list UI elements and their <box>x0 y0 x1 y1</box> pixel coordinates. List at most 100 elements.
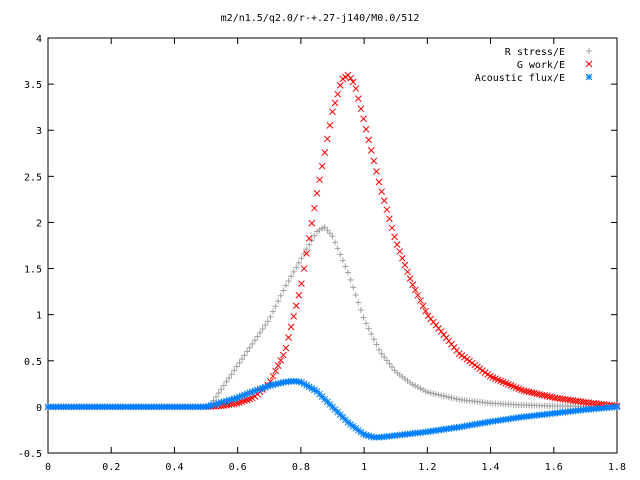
data-point <box>414 291 422 299</box>
data-point <box>269 381 277 389</box>
data-point <box>264 382 272 390</box>
data-point <box>334 245 341 252</box>
data-point <box>528 389 536 396</box>
data-point <box>432 391 439 398</box>
data-point <box>378 350 385 357</box>
data-point <box>438 392 445 399</box>
data-point <box>218 386 225 393</box>
y-tick-label: 0.5 <box>24 357 42 368</box>
data-point <box>277 292 284 299</box>
data-point <box>422 307 429 315</box>
data-point <box>259 325 266 332</box>
data-point <box>215 390 222 397</box>
data-point <box>365 136 373 144</box>
data-point <box>370 336 377 343</box>
data-point <box>329 233 336 240</box>
data-point <box>295 378 303 386</box>
data-point <box>269 372 277 380</box>
data-point <box>406 275 414 282</box>
data-point <box>202 403 210 411</box>
data-point <box>332 239 339 246</box>
data-point <box>613 403 621 411</box>
data-point <box>319 225 326 232</box>
data-point <box>274 362 282 369</box>
legend-marker <box>585 60 593 68</box>
data-point <box>249 341 256 348</box>
data-point <box>355 95 362 102</box>
series-star <box>44 377 621 441</box>
legend-marker <box>585 73 593 81</box>
data-point <box>285 334 292 341</box>
data-point <box>212 400 220 408</box>
data-point <box>233 363 240 370</box>
data-point <box>414 384 421 391</box>
data-point <box>272 380 279 388</box>
data-point <box>360 314 367 321</box>
data-point <box>373 168 380 175</box>
data-point <box>313 189 321 197</box>
legend-label: Acoustic flux/E <box>475 73 565 84</box>
data-point <box>425 389 432 396</box>
y-tick-label: 2.5 <box>24 172 42 183</box>
data-point <box>360 430 367 438</box>
data-point <box>293 264 300 271</box>
data-point <box>323 135 331 143</box>
x-tick-label: 1.2 <box>418 462 436 473</box>
data-point <box>267 382 274 389</box>
data-point <box>257 329 264 336</box>
chart-legend: R stress/E G work/E Acoustic flux/E <box>475 47 593 84</box>
y-tick-label: 3.5 <box>24 80 42 91</box>
data-point <box>275 298 282 305</box>
x-tick-label: 1 <box>361 462 367 473</box>
y-tick-label: 0 <box>36 403 42 414</box>
legend-label: G work/E <box>517 60 565 71</box>
data-point <box>213 393 220 400</box>
data-point <box>324 227 331 234</box>
x-tick-label: 0.4 <box>165 462 183 473</box>
y-tick-label: 4 <box>36 34 42 45</box>
data-point <box>365 432 373 440</box>
y-tick-label: 1.5 <box>24 265 42 276</box>
data-point <box>290 312 298 320</box>
data-point <box>321 224 328 231</box>
data-point <box>246 344 253 351</box>
x-tick-label: 1.6 <box>545 462 563 473</box>
data-point <box>226 374 233 381</box>
data-point <box>238 356 245 363</box>
y-tick-label: 3 <box>36 126 42 137</box>
data-point <box>370 157 378 165</box>
data-point <box>448 394 455 401</box>
data-point <box>287 323 295 331</box>
data-point <box>241 352 248 359</box>
data-point <box>256 385 264 393</box>
data-point <box>378 188 385 195</box>
series-plus <box>45 224 620 410</box>
data-point <box>342 263 349 270</box>
data-point <box>412 382 419 389</box>
data-point <box>220 382 227 389</box>
data-point <box>230 395 238 403</box>
data-point <box>546 393 554 401</box>
data-point <box>430 390 437 397</box>
data-point <box>548 393 556 401</box>
data-point <box>357 307 364 314</box>
x-tick-label: 0.2 <box>102 462 120 473</box>
data-point <box>331 99 339 107</box>
data-point <box>453 395 460 402</box>
data-point <box>300 380 308 388</box>
data-point <box>445 394 452 401</box>
data-point <box>393 241 401 249</box>
data-point <box>419 302 427 310</box>
data-point <box>210 401 217 409</box>
data-point <box>282 282 289 289</box>
data-point <box>543 392 551 400</box>
data-point <box>520 387 528 395</box>
data-point <box>244 348 251 355</box>
data-point <box>360 115 367 123</box>
data-point <box>326 122 334 129</box>
data-point <box>308 237 315 244</box>
data-point <box>347 74 354 82</box>
data-point <box>303 246 310 253</box>
data-point <box>381 354 388 361</box>
